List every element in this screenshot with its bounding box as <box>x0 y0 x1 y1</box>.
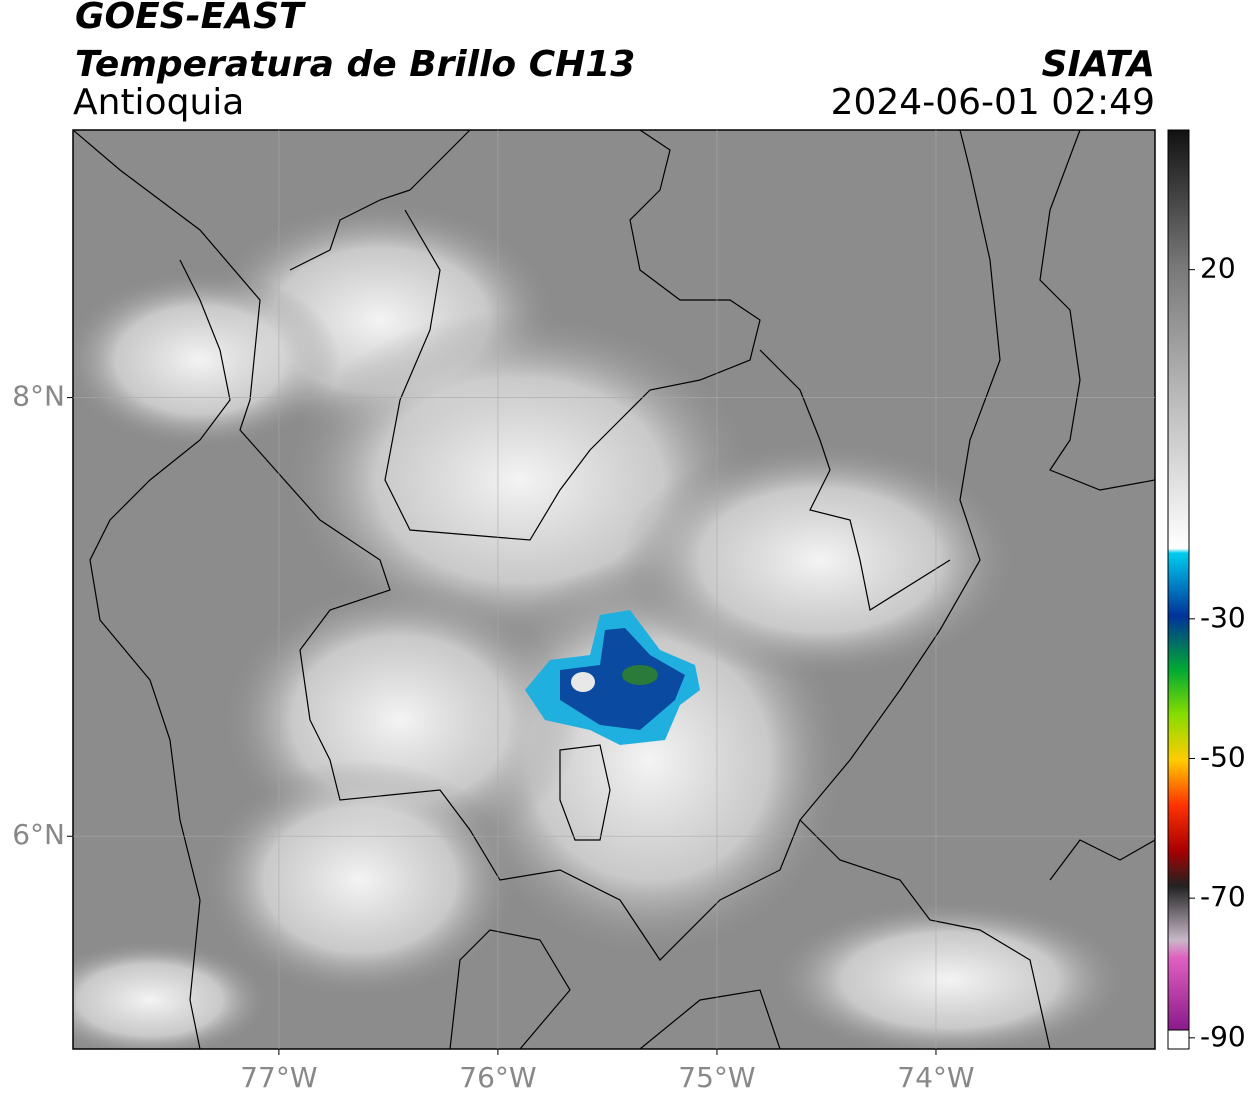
colorbar-tick-label: -90 <box>1200 1020 1246 1053</box>
x-tick-label: 74°W <box>897 1061 974 1094</box>
colorbar <box>1168 130 1189 1030</box>
subtitle: Temperatura de Brillo CH13 <box>75 44 635 85</box>
datetime: 2024-06-01 02:49 <box>831 82 1155 123</box>
x-tick-label: 77°W <box>240 1061 317 1094</box>
colorbar-frame <box>1167 129 1190 1050</box>
colorbar-tick-label: -50 <box>1200 740 1246 773</box>
x-tick-label: 76°W <box>459 1061 536 1094</box>
colorbar-tick-label: -30 <box>1200 601 1246 634</box>
region: Antioquia <box>73 82 244 123</box>
colorbar-tick-label: 20 <box>1200 252 1236 285</box>
map-image <box>73 130 1155 1049</box>
title: GOES-EAST <box>75 0 306 37</box>
colorbar-tick-label: -70 <box>1200 880 1246 913</box>
colorbar-extension <box>1167 1029 1190 1050</box>
map-frame <box>72 129 1156 1050</box>
source: SIATA <box>1042 44 1155 85</box>
y-tick-label: 8°N <box>12 380 65 413</box>
x-tick-label: 75°W <box>678 1061 755 1094</box>
y-tick-label: 6°N <box>12 818 65 851</box>
